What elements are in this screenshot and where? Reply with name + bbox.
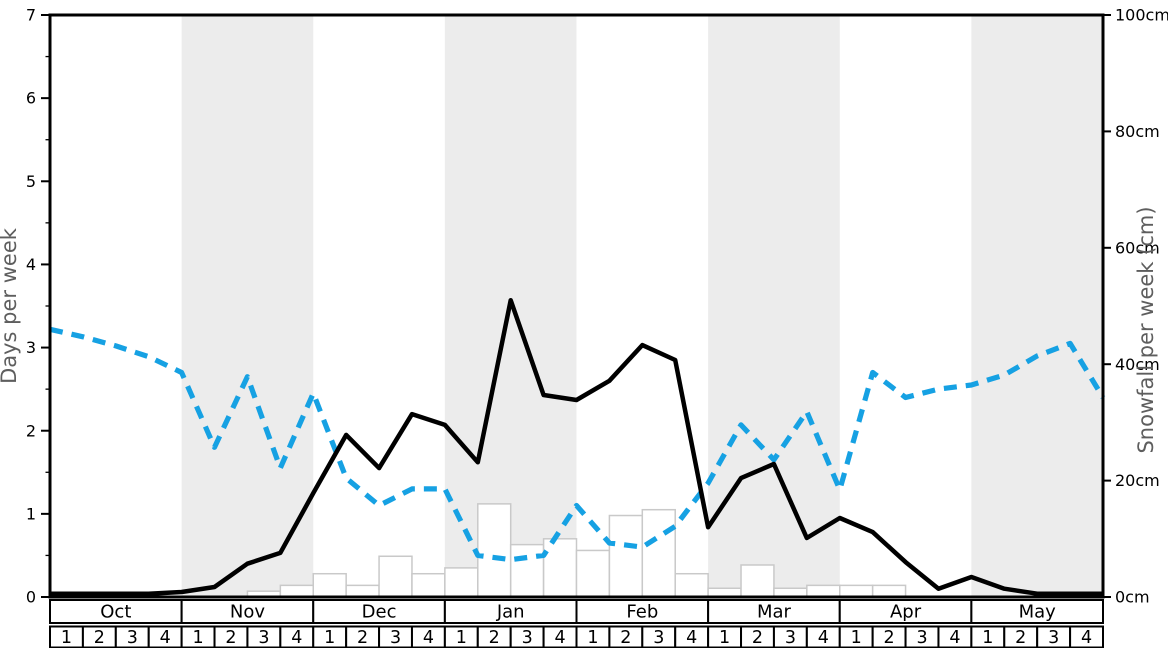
week-row: 1 2 3 4 1 2 3 4 1 2 3 4 1 2 3 4 1 2 3 4 1 2 3 4 1 2 3 4 1 2 3 4	[49, 625, 1104, 648]
month-label: Dec	[362, 602, 397, 623]
snowfall-bar	[740, 564, 775, 598]
week-number-label: 4	[1081, 628, 1092, 648]
month-row: Oct Nov Dec Jan Feb Mar Apr May	[49, 599, 1104, 624]
week-number-label: 4	[818, 628, 829, 648]
month-cell	[970, 599, 1104, 624]
snowfall-bar	[509, 543, 545, 598]
snowfall-bar	[378, 555, 413, 598]
week-number-label: 2	[752, 628, 763, 648]
month-bands	[181, 15, 1103, 597]
snowfall-bar	[345, 584, 380, 598]
left-tick-label: 7	[26, 6, 36, 25]
snowfall-bar	[411, 572, 446, 598]
week-number-label: 2	[225, 628, 236, 648]
week-number-label: 1	[851, 628, 862, 648]
snowfall-bar	[575, 549, 611, 598]
snowfall-bar	[444, 567, 479, 598]
snowfall-bar	[674, 572, 709, 598]
right-tick-label: 80cm	[1115, 122, 1160, 141]
snowfall-bar	[641, 508, 676, 598]
snowfall-bar	[806, 584, 841, 598]
snowfall-bar	[871, 584, 907, 598]
snowfall-bar	[312, 572, 347, 598]
snowfall-bar	[839, 584, 874, 598]
week-number-label: 3	[258, 628, 269, 648]
month-label: Mar	[757, 602, 792, 623]
week-number-label: 2	[620, 628, 631, 648]
week-number-label: 4	[291, 628, 302, 648]
month-label: Jan	[496, 602, 525, 623]
left-tick-label: 2	[26, 421, 36, 440]
week-number-label: 3	[785, 628, 796, 648]
month-band	[971, 15, 1103, 597]
right-axis: 0cm 20cm 40cm 60cm 80cm 100cm Snowfall per wee…	[1103, 6, 1168, 607]
right-tick-label: 0cm	[1115, 588, 1150, 607]
week-number-label: 3	[390, 628, 401, 648]
month-band	[181, 15, 314, 597]
snowfall-bar	[542, 538, 578, 598]
week-number-label: 1	[587, 628, 598, 648]
week-number-label: 4	[160, 628, 171, 648]
week-number-label: 2	[94, 628, 105, 648]
right-tick-label: 40cm	[1115, 355, 1160, 374]
week-number-label: 4	[686, 628, 697, 648]
month-band	[708, 15, 840, 597]
month-label: Nov	[230, 602, 265, 623]
week-number-label: 2	[1015, 628, 1026, 648]
left-tick-label: 5	[26, 172, 36, 191]
snowfall-bar	[279, 584, 314, 598]
week-number-label: 1	[61, 628, 72, 648]
week-number-label: 4	[423, 628, 434, 648]
month-label: Feb	[626, 602, 658, 623]
week-number-label: 1	[193, 628, 204, 648]
right-tick-label: 60cm	[1115, 238, 1160, 257]
week-number-label: 1	[324, 628, 335, 648]
solid-black-line	[50, 297, 1103, 596]
week-number-label: 2	[884, 628, 895, 648]
week-number-label: 3	[653, 628, 664, 648]
dashed-blue-line	[49, 326, 1106, 563]
left-tick-label: 6	[26, 89, 36, 108]
week-number-label: 4	[949, 628, 960, 648]
snowfall-bar	[608, 514, 644, 598]
month-label: Apr	[890, 602, 922, 623]
snowfall-bar	[477, 503, 512, 598]
right-axis-label: Snowfall per week (cm)	[1134, 206, 1158, 453]
month-label: Oct	[100, 602, 131, 623]
left-tick-label: 4	[26, 255, 36, 274]
week-number-label: 4	[554, 628, 565, 648]
week-number-label: 3	[127, 628, 138, 648]
right-tick-label: 20cm	[1115, 471, 1160, 490]
week-number-label: 3	[522, 628, 533, 648]
week-number-label: 2	[357, 628, 368, 648]
week-number-label: 3	[916, 628, 927, 648]
week-number-label: 1	[982, 628, 993, 648]
left-tick-label: 1	[26, 504, 36, 523]
left-tick-label: 3	[26, 338, 36, 357]
left-axis-label: Days per week	[0, 227, 21, 384]
left-axis: 0 1 2 3 4 5 6 7 Days per week	[0, 6, 50, 607]
week-number-label: 1	[456, 628, 467, 648]
month-label: May	[1019, 602, 1057, 623]
week-number-label: 1	[719, 628, 730, 648]
week-number-label: 2	[489, 628, 500, 648]
week-number-label: 3	[1048, 628, 1059, 648]
right-tick-label: 100cm	[1115, 6, 1168, 25]
left-tick-label: 0	[26, 588, 36, 607]
